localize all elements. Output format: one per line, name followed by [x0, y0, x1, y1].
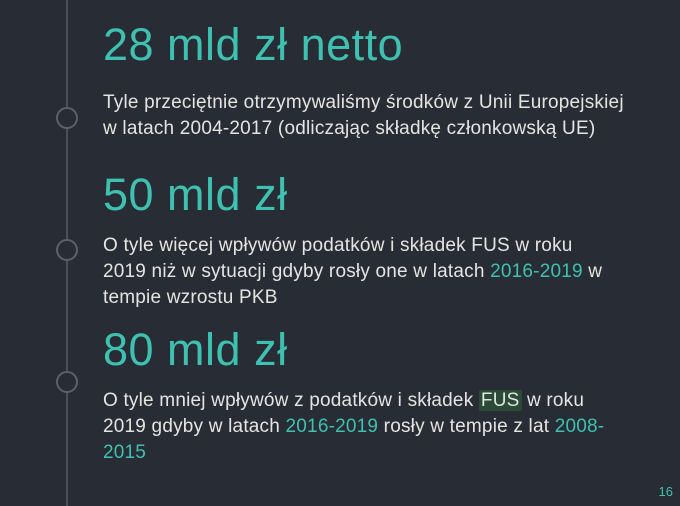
body-text-segment: FUS — [478, 390, 522, 411]
section-28-mld-netto: 28 mld zł netto Tyle przeciętnie otrzymy… — [103, 18, 665, 142]
body-text-segment: Tyle przeciętnie otrzymywaliśmy środków … — [103, 92, 624, 139]
body-text-segment: rosły w tempie z lat — [378, 416, 555, 437]
body-text-segment: 2016-2019 — [490, 261, 583, 282]
page-number: 16 — [658, 484, 673, 499]
body-text-segment: O tyle więcej wpływów podatków i składek… — [103, 235, 573, 282]
timeline-marker — [56, 239, 78, 261]
body-text-segment: 2016-2019 — [285, 416, 379, 437]
section-body: O tyle więcej wpływów podatków i składek… — [103, 233, 665, 311]
timeline-marker — [56, 107, 78, 129]
slide-content: 28 mld zł netto Tyle przeciętnie otrzymy… — [103, 18, 665, 466]
body-text-segment: 2008- 2015 — [103, 416, 605, 463]
body-text-segment: O tyle mniej wpływów z podatków i składe… — [103, 390, 479, 411]
section-body: O tyle mniej wpływów z podatków i składe… — [103, 388, 665, 466]
section-body: Tyle przeciętnie otrzymywaliśmy środków … — [103, 90, 665, 142]
body-text-segment: w roku 2019 gdyby w latach — [103, 390, 585, 437]
section-heading: 50 mld zł — [103, 169, 288, 220]
section-heading: 80 mld zł — [103, 324, 288, 375]
section-heading: 28 mld zł netto — [103, 19, 404, 70]
timeline-marker — [56, 371, 78, 393]
body-text-segment: w tempie wzrostu PKB — [103, 261, 603, 308]
section-50-mld: 50 mld zł O tyle więcej wpływów podatków… — [103, 168, 665, 311]
section-80-mld: 80 mld zł O tyle mniej wpływów z podatkó… — [103, 323, 665, 466]
